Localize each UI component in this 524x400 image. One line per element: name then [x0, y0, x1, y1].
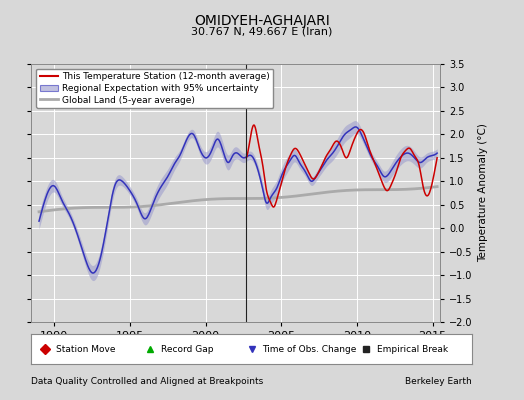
Text: Berkeley Earth: Berkeley Earth	[405, 378, 472, 386]
Text: Data Quality Controlled and Aligned at Breakpoints: Data Quality Controlled and Aligned at B…	[31, 378, 264, 386]
Text: Station Move: Station Move	[56, 344, 115, 354]
Text: Empirical Break: Empirical Break	[377, 344, 448, 354]
Y-axis label: Temperature Anomaly (°C): Temperature Anomaly (°C)	[478, 124, 488, 262]
Text: 30.767 N, 49.667 E (Iran): 30.767 N, 49.667 E (Iran)	[191, 26, 333, 36]
Text: OMIDYEH-AGHAJARI: OMIDYEH-AGHAJARI	[194, 14, 330, 28]
Legend: This Temperature Station (12-month average), Regional Expectation with 95% uncer: This Temperature Station (12-month avera…	[36, 68, 274, 108]
Text: Record Gap: Record Gap	[161, 344, 214, 354]
Text: Time of Obs. Change: Time of Obs. Change	[263, 344, 357, 354]
